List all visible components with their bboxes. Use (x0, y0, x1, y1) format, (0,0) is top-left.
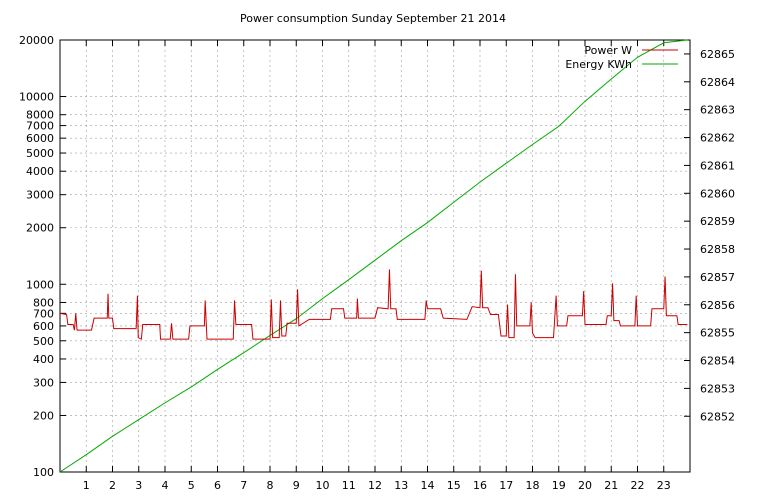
y2-tick-label: 62862 (700, 132, 735, 145)
x-tick-label: 11 (342, 479, 356, 492)
y-tick-label: 300 (33, 376, 54, 389)
series-line-energy-kwh (59, 39, 688, 473)
x-tick-label: 5 (188, 479, 195, 492)
series-lines (59, 39, 688, 473)
series-line-power-w (59, 269, 688, 340)
y2-tick-label: 62864 (700, 76, 735, 89)
x-tick-label: 14 (421, 479, 435, 492)
y2-tick-label: 62855 (700, 327, 735, 340)
grid-lines (60, 40, 690, 472)
legend-label-energy-kwh: Energy KWh (565, 58, 632, 71)
x-tick-label: 22 (631, 479, 645, 492)
x-tick-label: 3 (135, 479, 142, 492)
y-tick-label: 1000 (26, 278, 54, 291)
y2-tick-label: 62860 (700, 187, 735, 200)
x-tick-label: 16 (473, 479, 487, 492)
y-tick-label: 600 (33, 320, 54, 333)
x-tick-label: 15 (447, 479, 461, 492)
y2-tick-label: 62852 (700, 410, 735, 423)
y-tick-label: 2000 (26, 222, 54, 235)
x-tick-label: 9 (293, 479, 300, 492)
plot-frame (59, 39, 691, 473)
y2-tick-label: 62863 (700, 104, 735, 117)
chart-title: Power consumption Sunday September 21 20… (240, 12, 506, 25)
x-tick-label: 13 (394, 479, 408, 492)
x-tick-label: 12 (368, 479, 382, 492)
y-tick-label: 500 (33, 335, 54, 348)
y-tick-label: 3000 (26, 189, 54, 202)
y2-tick-label: 62858 (700, 243, 735, 256)
x-tick-label: 6 (214, 479, 221, 492)
y-tick-label: 7000 (26, 120, 54, 133)
x-tick-label: 21 (604, 479, 618, 492)
y2-tick-label: 62853 (700, 382, 735, 395)
x-tick-label: 18 (526, 479, 540, 492)
y-tick-label: 700 (33, 307, 54, 320)
x-tick-label: 23 (657, 479, 671, 492)
y-tick-label: 800 (33, 296, 54, 309)
y-tick-label: 400 (33, 353, 54, 366)
x-tick-label: 10 (316, 479, 330, 492)
y2-tick-label: 62857 (700, 271, 735, 284)
y2-tick-label: 62865 (700, 48, 735, 61)
y-tick-label: 8000 (26, 109, 54, 122)
y-tick-label: 10000 (19, 91, 54, 104)
x-tick-label: 19 (552, 479, 566, 492)
y-tick-label: 20000 (19, 34, 54, 47)
x-tick-label: 20 (578, 479, 592, 492)
y-tick-label: 100 (33, 466, 54, 479)
x-tick-label: 7 (240, 479, 247, 492)
y2-tick-label: 62854 (700, 355, 735, 368)
y-tick-label: 6000 (26, 132, 54, 145)
y-tick-label: 5000 (26, 147, 54, 160)
legend-label-power-w: Power W (584, 44, 632, 57)
y2-tick-label: 62861 (700, 159, 735, 172)
y-tick-label: 4000 (26, 165, 54, 178)
x-tick-label: 1 (83, 479, 90, 492)
x-tick-label: 17 (499, 479, 513, 492)
x-tick-label: 2 (109, 479, 116, 492)
x-tick-label: 8 (267, 479, 274, 492)
y-tick-label: 200 (33, 409, 54, 422)
y2-tick-label: 62856 (700, 299, 735, 312)
y2-tick-label: 62859 (700, 215, 735, 228)
x-tick-label: 4 (162, 479, 169, 492)
